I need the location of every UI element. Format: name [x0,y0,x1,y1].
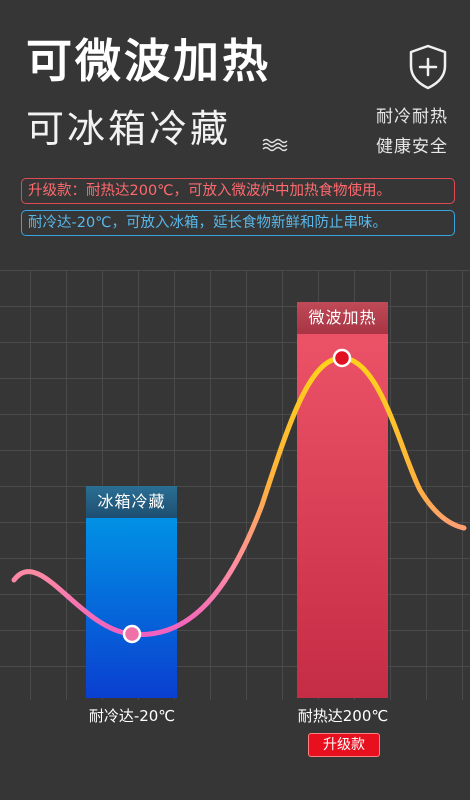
cold-axis-label: 耐冷达-20℃ [88,707,176,725]
feature-healthy-safe: 健康安全 [376,137,448,157]
upgrade-badge: 升级款 [308,733,380,757]
cold-point-marker [122,624,142,644]
hot-axis-label: 耐热达200℃ [297,707,389,725]
cold-bar-label: 冰箱冷藏 [86,486,177,518]
cold-resistance-note: 耐冷达-20℃，可放入冰箱，延长食物新鲜和防止串味。 [21,210,455,236]
hot-bar-label: 微波加热 [297,302,388,334]
page-title: 可微波加热 [26,34,271,88]
cold-bar: 冰箱冷藏 [86,486,177,698]
hot-bar: 微波加热 [297,302,388,698]
shield-plus-icon [409,44,447,90]
page-subtitle: 可冰箱冷藏 [26,107,232,151]
feature-cold-heat-resistant: 耐冷耐热 [376,107,448,127]
upgrade-heat-note: 升级款：耐热达200℃，可放入微波炉中加热食物使用。 [21,178,455,204]
hot-point-marker [332,348,352,368]
chart-grid-background [0,270,470,700]
waves-icon [262,138,288,152]
